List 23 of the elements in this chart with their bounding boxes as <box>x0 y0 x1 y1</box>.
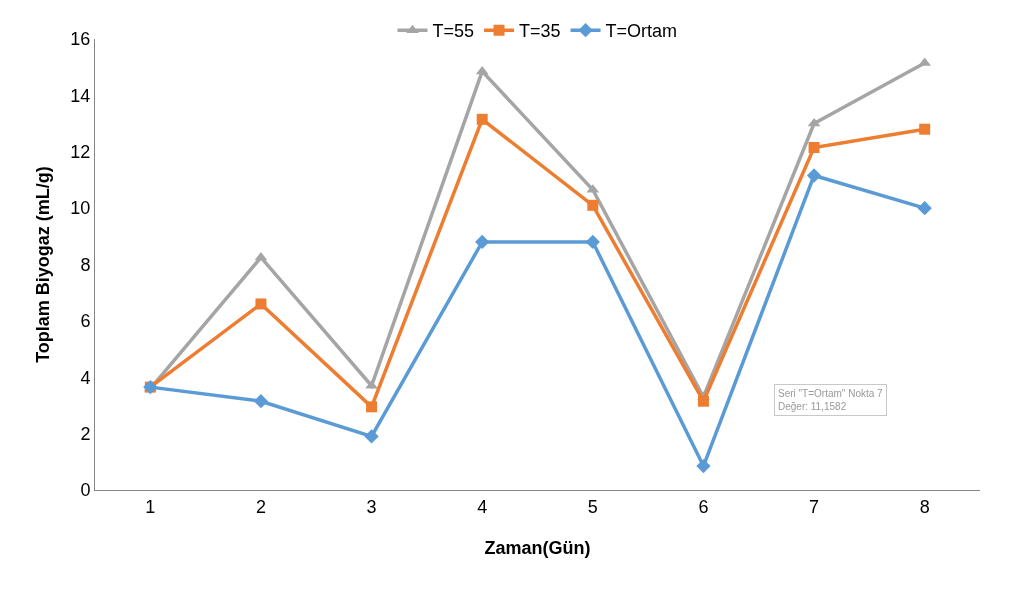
y-axis-title: Toplam Biyogaz (mL/g) <box>33 166 53 363</box>
legend-label: T=Ortam <box>605 21 678 42</box>
x-tick-label: 5 <box>587 496 598 517</box>
y-tick-label: 8 <box>80 254 91 275</box>
y-tick-label: 16 <box>70 29 91 50</box>
x-tick-label: 1 <box>145 496 156 517</box>
x-tick-label: 8 <box>919 496 930 517</box>
x-tick-label: 7 <box>809 496 820 517</box>
x-tick-label: 3 <box>366 496 377 517</box>
y-tick-label: 4 <box>80 367 91 388</box>
x-axis-title: Zaman(Gün) <box>484 538 591 558</box>
x-tick-label: 6 <box>698 496 709 517</box>
annotation: Seri "T=Ortam" Nokta 7 Değer: 11,1582 <box>778 388 884 412</box>
x-tick-label: 4 <box>477 496 488 517</box>
y-tick-label: 2 <box>80 423 91 444</box>
y-tick-label: 6 <box>80 311 91 332</box>
y-tick-label: 12 <box>70 142 91 163</box>
y-tick-label: 10 <box>70 198 91 219</box>
x-tick-label: 2 <box>255 496 266 517</box>
legend-label: T=35 <box>519 21 561 42</box>
legend-label: T=55 <box>432 21 475 42</box>
y-tick-label: 14 <box>70 85 91 106</box>
y-tick-label: 0 <box>80 480 91 501</box>
